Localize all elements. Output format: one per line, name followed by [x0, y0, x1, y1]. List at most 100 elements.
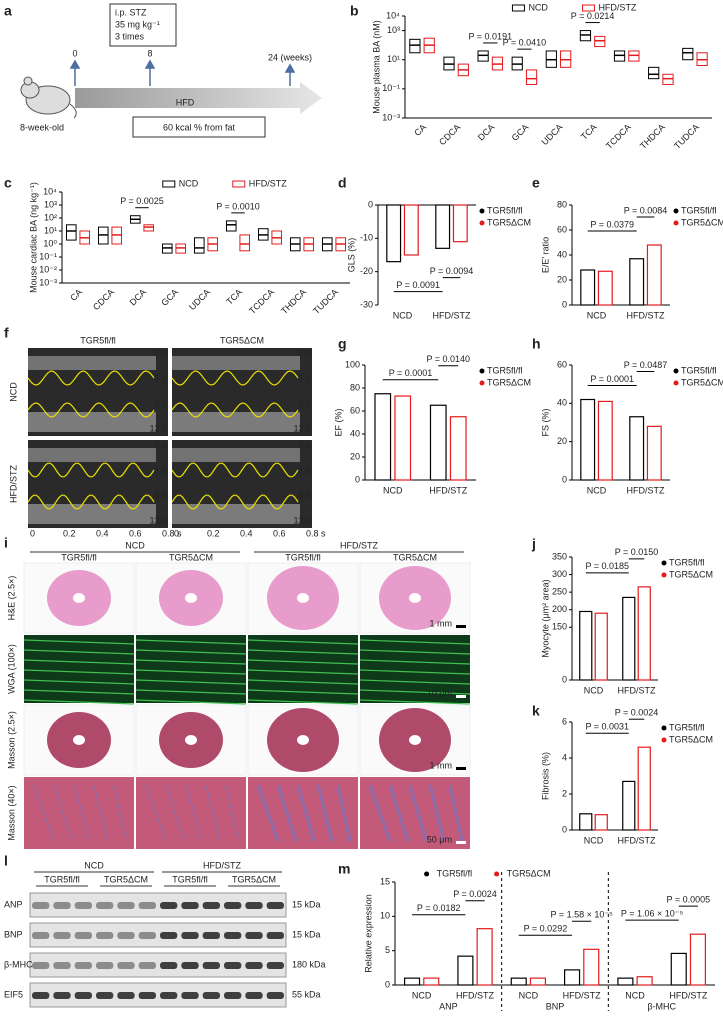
- band: [224, 902, 242, 909]
- y-tick-label: 10⁻³: [39, 277, 57, 287]
- bar: [579, 813, 593, 831]
- stz-text: i.p. STZ: [115, 7, 147, 17]
- x-tick-label: GCA: [159, 287, 180, 308]
- ventricle: [409, 593, 421, 603]
- panel-label: i: [4, 535, 8, 551]
- y-tick-label: 300: [552, 569, 567, 579]
- band: [96, 932, 114, 939]
- depth-label: 6.0: [298, 465, 311, 475]
- collagen: [73, 784, 91, 842]
- blot: [29, 892, 287, 918]
- y-tick-label: 0: [562, 824, 567, 834]
- collagen: [165, 784, 185, 842]
- membrane: [359, 649, 471, 655]
- x-tick-label: UDCA: [539, 122, 564, 147]
- y-tick-label: 250: [552, 587, 567, 597]
- week-label: 24 (weeks): [268, 52, 312, 62]
- bar: [579, 610, 593, 681]
- bar: [629, 258, 645, 306]
- bar: [689, 933, 707, 986]
- column-label: TGR5fl/fl: [172, 874, 208, 884]
- membrane: [359, 679, 471, 685]
- p-value: P = 0.0182: [417, 903, 461, 913]
- scale-bar: [456, 767, 466, 770]
- band: [245, 902, 263, 909]
- age-label: 8-week-old: [20, 122, 64, 132]
- time-label: 0.8 s: [162, 528, 182, 538]
- membrane: [247, 679, 359, 685]
- blot: [29, 922, 287, 948]
- ventricle: [185, 593, 197, 603]
- bar: [457, 955, 474, 986]
- column-label: TGR5fl/fl: [44, 874, 80, 884]
- y-tick-label: 6: [562, 716, 567, 726]
- echo-tissue: [28, 504, 156, 524]
- x-tick-label: NCD: [393, 310, 413, 320]
- y-tick-label: 10²: [44, 212, 57, 222]
- panel-label: h: [532, 336, 541, 352]
- legend-glyph: [661, 572, 667, 578]
- legend-label: TGR5ΔCM: [487, 377, 531, 387]
- wall-trace: [171, 402, 299, 418]
- band: [266, 992, 284, 999]
- y-tick-label: 100: [345, 359, 360, 369]
- p-value: P = 0.0001: [389, 368, 433, 378]
- bar: [636, 976, 653, 986]
- bar: [597, 400, 613, 481]
- band: [160, 932, 178, 939]
- band: [117, 932, 135, 939]
- y-tick-label: -10: [360, 233, 373, 243]
- band: [202, 902, 220, 909]
- band: [74, 932, 92, 939]
- time-label: 0.6: [129, 528, 142, 538]
- depth-label: 9.0: [154, 490, 167, 500]
- protein-label: BNP: [4, 929, 23, 939]
- row-label: H&E (2.5×): [6, 576, 16, 621]
- y-tick-label: 10¹: [44, 225, 57, 235]
- bar: [597, 270, 613, 306]
- mouse: [20, 76, 77, 119]
- bar: [404, 977, 421, 986]
- y-tick-label: 350: [552, 551, 567, 561]
- x-tick-label: THDCA: [638, 122, 667, 151]
- stz-box: [109, 3, 177, 47]
- p-value: P = 0.0094: [430, 266, 474, 276]
- x-tick-label: HFD/STZ: [627, 310, 665, 320]
- column-label: TGR5ΔCM: [169, 552, 213, 562]
- legend-glyph: [162, 180, 176, 188]
- y-tick-label: 0: [562, 299, 567, 309]
- y-tick-label: 0: [355, 474, 360, 484]
- p-value: P = 0.0005: [667, 895, 711, 905]
- y-tick-label: 20: [350, 451, 360, 461]
- group-label: BNP: [546, 1001, 565, 1011]
- p-value: P = 1.06 × 10⁻⁵: [621, 909, 684, 919]
- box: [682, 47, 694, 61]
- echo-tissue: [172, 448, 300, 462]
- y-tick-label: 10¹: [387, 54, 400, 64]
- protein-label: β-MHC: [4, 959, 33, 969]
- p-value: P = 0.0091: [396, 280, 440, 290]
- y-tick-label: 10⁻¹: [39, 251, 57, 261]
- scale-label: 1 mm: [430, 760, 453, 770]
- collagen: [33, 784, 55, 842]
- box: [225, 220, 237, 232]
- masson-image: [360, 777, 470, 849]
- x-tick-label: HFD/STZ: [429, 485, 467, 495]
- band: [224, 992, 242, 999]
- y-axis-label: FS (%): [540, 408, 550, 436]
- y-tick-label: -20: [360, 266, 373, 276]
- legend-glyph: [581, 4, 595, 12]
- masson-image: [248, 777, 358, 849]
- band: [74, 902, 92, 909]
- p-value: P = 0.0191: [468, 31, 512, 41]
- y-tick-label: 10⁴: [386, 10, 400, 20]
- legend-label: NCD: [179, 178, 199, 188]
- arrows: [69, 59, 296, 86]
- y-axis-label: Myocyte (μm² area): [540, 579, 550, 657]
- membrane: [247, 659, 359, 665]
- scale-label: 10 μm: [427, 688, 452, 698]
- membrane: [135, 649, 247, 655]
- membrane: [359, 639, 471, 645]
- x-tick-label: HFD/STZ: [618, 685, 656, 695]
- legend-label: TGR5fl/fl: [437, 868, 473, 878]
